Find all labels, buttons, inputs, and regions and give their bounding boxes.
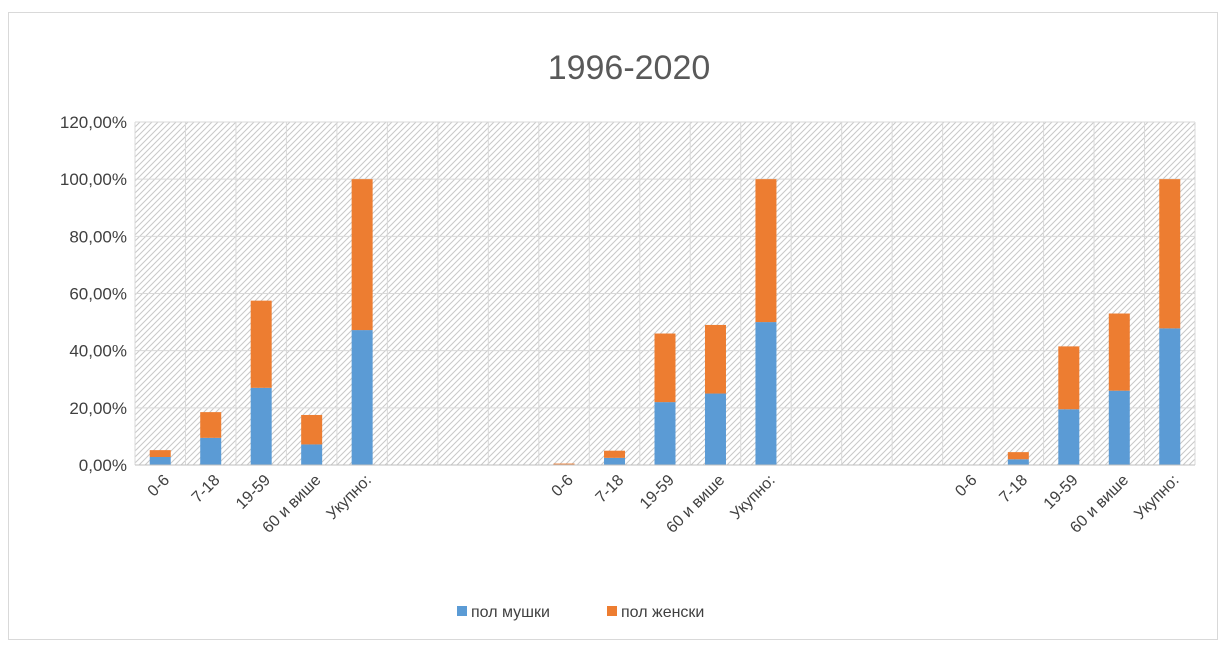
- x-tick-label: 0-6: [952, 472, 980, 500]
- bar-male: [704, 393, 726, 465]
- legend: пол мушки пол женски: [457, 604, 704, 621]
- bar-female: [250, 300, 272, 388]
- y-tick-label: 120,00%: [60, 113, 127, 132]
- legend-swatch: [607, 606, 617, 616]
- y-tick-label: 20,00%: [69, 399, 127, 418]
- y-tick-label: 0,00%: [79, 456, 127, 475]
- legend-label: пол женски: [621, 604, 704, 621]
- bar-female: [755, 179, 777, 323]
- bar-female: [704, 324, 726, 394]
- x-tick-label: 0-6: [549, 472, 577, 500]
- bar-female: [604, 450, 626, 458]
- x-tick-label: 7-18: [189, 472, 224, 507]
- legend-swatch: [457, 606, 467, 616]
- bar-female: [1007, 452, 1029, 460]
- bar-male: [149, 456, 171, 465]
- bar-male: [604, 457, 626, 465]
- chart-canvas: 1996-2020 0,00% 20,00% 40,00% 60,00% 80,00% 1…: [60, 49, 1196, 621]
- bar-male: [1007, 459, 1029, 465]
- bar-male: [250, 387, 272, 465]
- bar-male: [1108, 390, 1130, 465]
- bar-male: [755, 322, 777, 465]
- bar-female: [1108, 313, 1130, 391]
- chart-title: 1996-2020: [548, 49, 711, 87]
- bar-female: [1058, 346, 1080, 410]
- x-tick-label: 7-18: [996, 472, 1031, 507]
- chart-frame: 1996-2020 0,00% 20,00% 40,00% 60,00% 80,00% 1…: [8, 12, 1218, 640]
- x-tick-label: 0-6: [145, 472, 173, 500]
- bar-male: [654, 402, 676, 465]
- x-tick-label: 19-59: [1041, 472, 1082, 513]
- y-tick-label: 60,00%: [69, 285, 127, 304]
- bar-female: [301, 414, 323, 445]
- bar-male: [200, 437, 222, 465]
- x-tick-label: Укупно:: [1131, 472, 1182, 523]
- y-tick-label: 100,00%: [60, 170, 127, 189]
- x-tick-label: Укупно:: [728, 472, 779, 523]
- bar-male: [351, 330, 373, 465]
- bar-male: [1058, 409, 1080, 465]
- legend-label: пол мушки: [471, 604, 550, 621]
- bar-female: [351, 179, 373, 331]
- bar-male: [301, 444, 323, 465]
- y-tick-label: 40,00%: [69, 342, 127, 361]
- x-tick-label: 7-18: [593, 472, 628, 507]
- bar-male: [1159, 328, 1181, 465]
- bar-female: [553, 463, 575, 465]
- x-tick-label: 19-59: [233, 472, 274, 513]
- bar-female: [654, 333, 676, 403]
- bar-female: [200, 412, 222, 438]
- x-tick-label: 19-59: [637, 472, 678, 513]
- bar-female: [149, 450, 171, 457]
- x-tick-label: Укупно:: [324, 472, 375, 523]
- y-tick-label: 80,00%: [69, 227, 127, 246]
- bar-female: [1159, 179, 1181, 329]
